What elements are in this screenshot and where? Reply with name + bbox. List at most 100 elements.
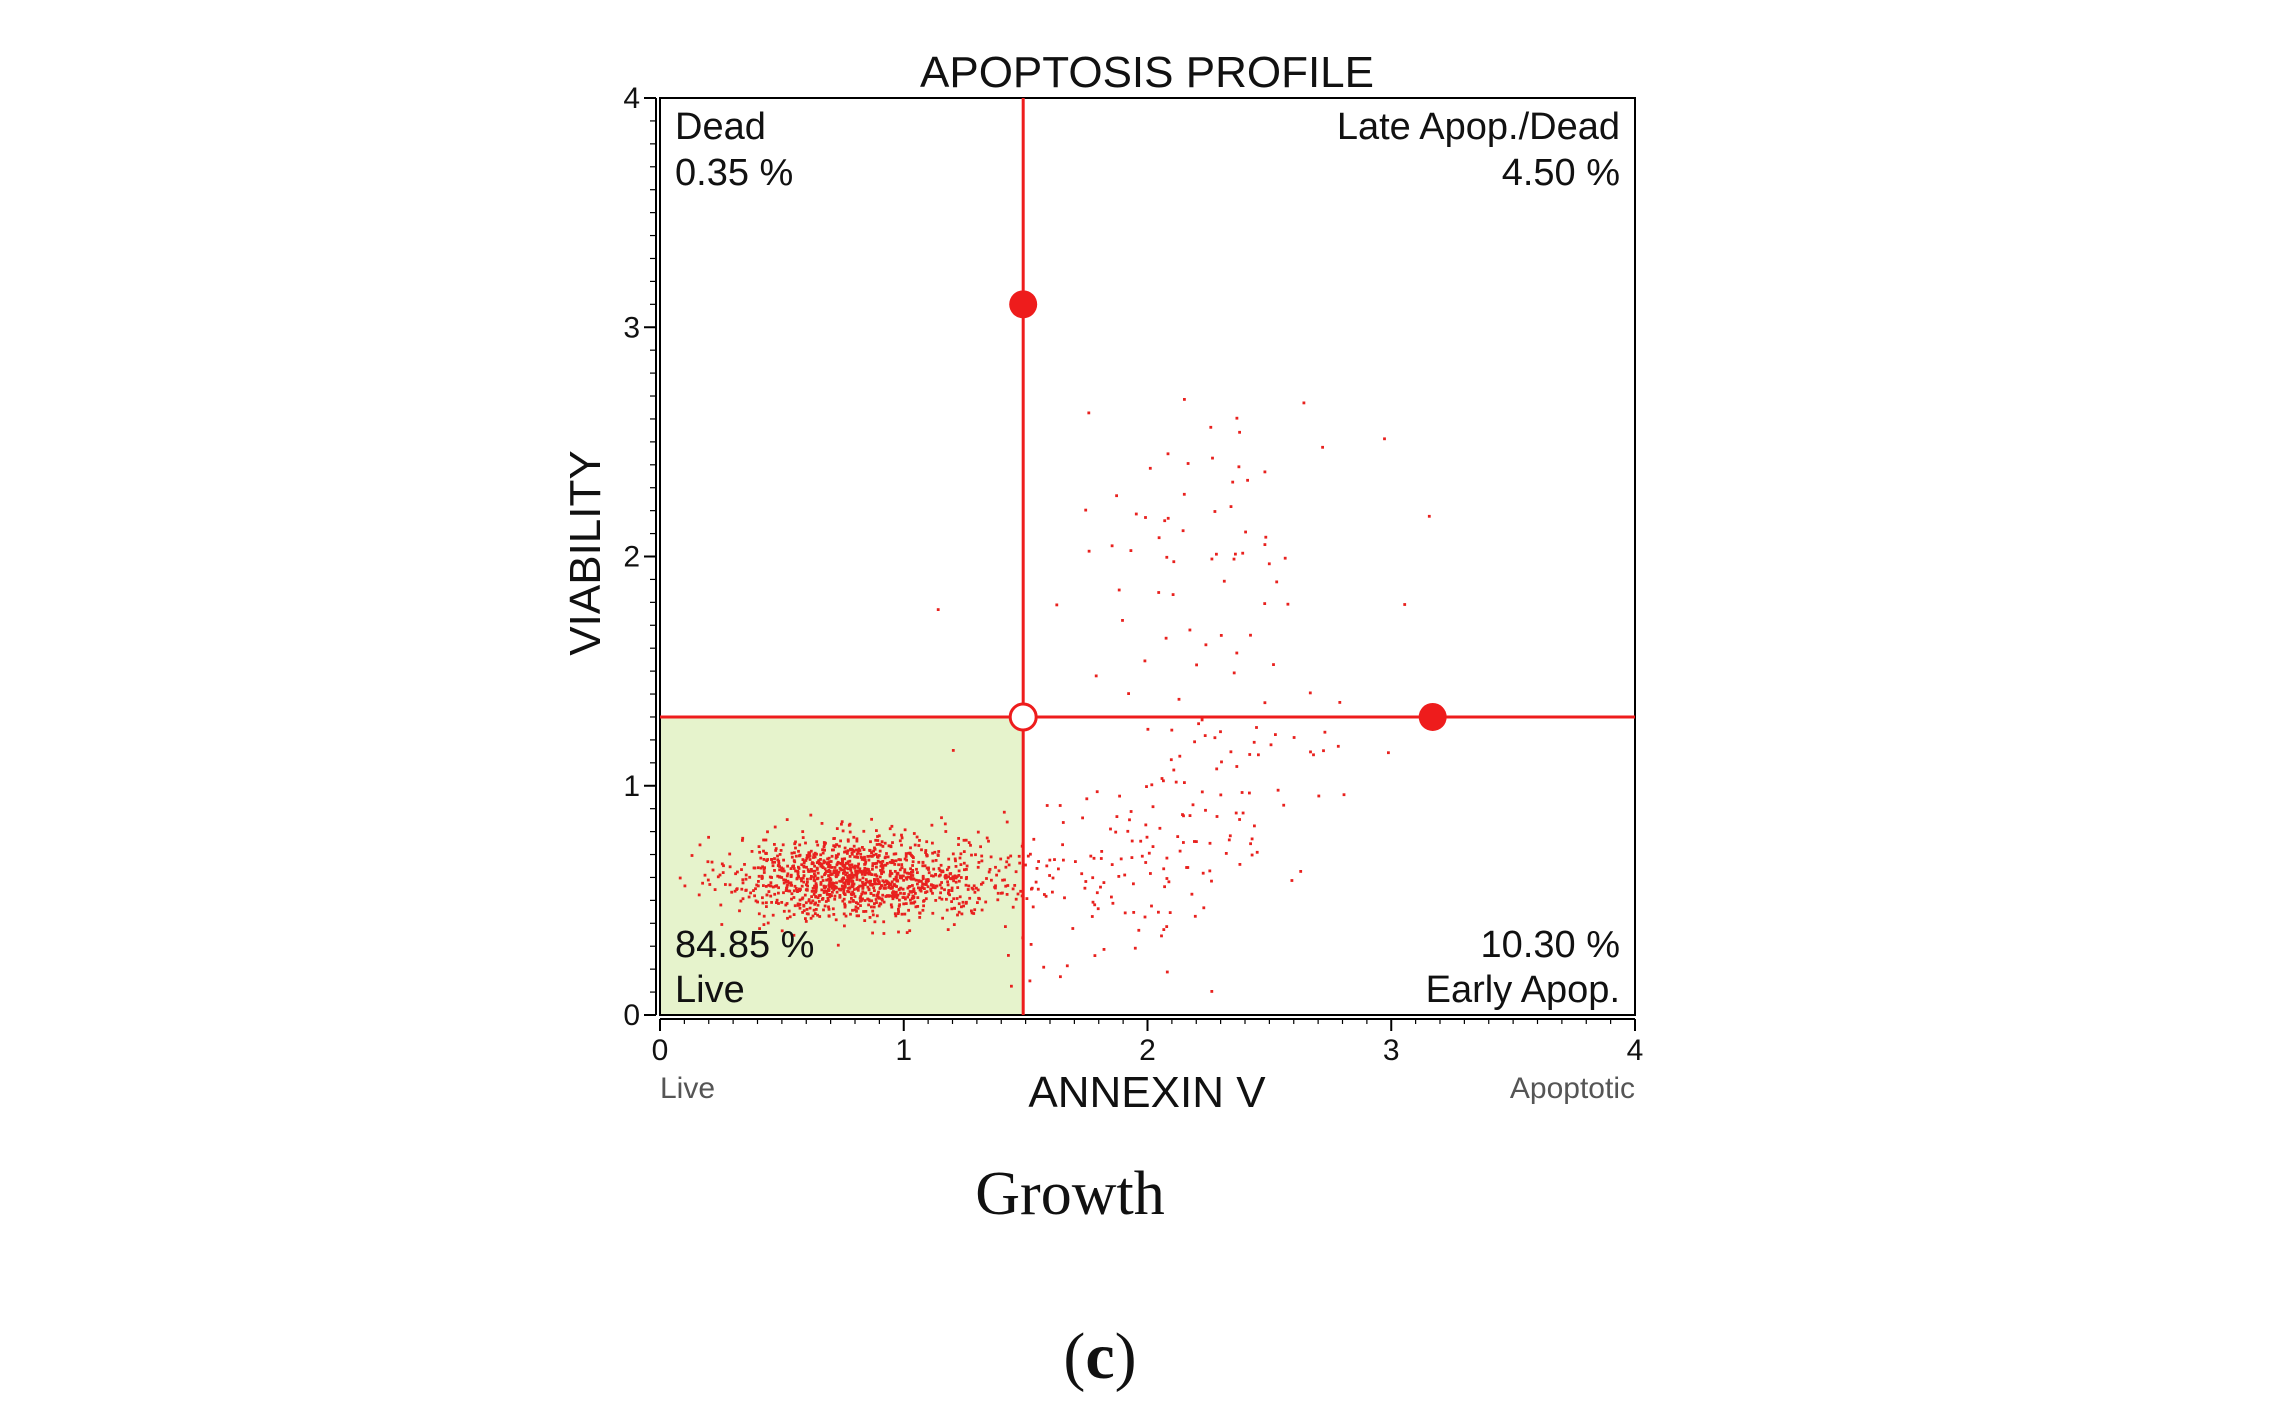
scatter-point — [827, 883, 831, 887]
scatter-point — [952, 897, 956, 901]
scatter-point — [952, 876, 956, 880]
scatter-point — [1241, 551, 1245, 555]
scatter-point — [914, 892, 917, 895]
scatter-point — [827, 889, 831, 892]
scatter-point — [706, 860, 710, 864]
scatter-point — [827, 905, 830, 909]
scatter-point — [728, 865, 732, 869]
scatter-point — [1269, 743, 1273, 747]
y-tick-label: 0 — [623, 999, 640, 1032]
scatter-point — [1267, 562, 1271, 566]
scatter-point — [860, 858, 864, 861]
scatter-point — [792, 867, 796, 870]
scatter-point — [851, 879, 855, 883]
scatter-point — [780, 876, 784, 879]
scatter-point — [741, 881, 745, 885]
scatter-point — [793, 884, 797, 888]
scatter-point — [848, 900, 851, 904]
scatter-point — [851, 890, 854, 894]
scatter-point — [954, 880, 958, 884]
scatter-point — [854, 848, 858, 852]
gate-horizontal-handle[interactable] — [1418, 702, 1447, 731]
scatter-point — [954, 859, 957, 863]
scatter-point — [964, 838, 968, 842]
scatter-point — [758, 927, 761, 930]
scatter-point — [828, 893, 832, 896]
scatter-point — [1165, 970, 1169, 974]
scatter-point — [838, 895, 842, 899]
scatter-point — [957, 879, 961, 883]
scatter-point — [785, 902, 789, 905]
scatter-point — [843, 846, 847, 850]
scatter-point — [1195, 840, 1198, 843]
scatter-point — [837, 852, 840, 856]
scatter-point — [770, 901, 773, 904]
scatter-point — [839, 839, 842, 843]
scatter-point — [981, 881, 985, 885]
scatter-point — [863, 891, 867, 895]
scatter-point — [905, 871, 909, 875]
scatter-point — [1117, 875, 1121, 878]
scatter-point — [1081, 816, 1084, 820]
scatter-point — [1009, 854, 1013, 858]
scatter-point — [914, 905, 918, 909]
scatter-point — [728, 883, 732, 887]
scatter-point — [1004, 925, 1007, 928]
scatter-point — [778, 875, 782, 879]
scatter-point — [894, 875, 898, 879]
scatter-point — [990, 878, 993, 882]
scatter-point — [814, 882, 818, 885]
scatter-point — [827, 914, 831, 918]
scatter-point — [819, 864, 823, 868]
gate-vertical-handle[interactable] — [1009, 290, 1038, 319]
scatter-point — [824, 870, 828, 873]
scatter-point — [1110, 863, 1114, 866]
scatter-point — [875, 893, 879, 897]
scatter-point — [1240, 791, 1244, 794]
scatter-point — [779, 849, 783, 852]
scatter-point — [965, 868, 968, 871]
scatter-point — [1110, 544, 1114, 548]
scatter-point — [812, 890, 816, 893]
scatter-point — [940, 881, 943, 884]
scatter-point — [835, 874, 839, 877]
scatter-point — [909, 875, 912, 879]
scatter-point — [1228, 834, 1232, 838]
scatter-point — [724, 883, 727, 886]
gate-center-handle[interactable] — [1008, 702, 1038, 732]
scatter-point — [785, 880, 788, 884]
y-axis-title: VIABILITY — [561, 450, 610, 655]
scatter-point — [902, 902, 906, 906]
scatter-point — [916, 882, 919, 886]
scatter-point — [789, 867, 793, 870]
scatter-point — [754, 887, 757, 891]
scatter-point — [912, 877, 916, 881]
scatter-point — [867, 872, 871, 876]
scatter-point — [967, 884, 971, 888]
scatter-point — [836, 943, 840, 947]
scatter-point — [1087, 411, 1091, 415]
scatter-point — [898, 898, 901, 902]
scatter-point — [903, 870, 907, 874]
scatter-point — [812, 878, 816, 882]
scatter-point — [850, 852, 854, 856]
scatter-point — [1051, 890, 1054, 894]
scatter-point — [919, 887, 923, 890]
scatter-point — [861, 846, 864, 849]
scatter-point — [821, 866, 825, 869]
scatter-point — [911, 870, 915, 874]
scatter-point — [919, 889, 923, 893]
scatter-point — [793, 851, 796, 855]
scatter-point — [1084, 880, 1088, 883]
scatter-point — [1099, 885, 1102, 889]
scatter-point — [872, 849, 875, 853]
scatter-point — [841, 899, 845, 903]
scatter-point — [790, 897, 793, 901]
scatter-point — [855, 901, 858, 904]
scatter-point — [791, 865, 794, 868]
scatter-point — [1065, 964, 1069, 968]
scatter-point — [952, 879, 955, 883]
scatter-point — [892, 877, 896, 881]
scatter-point — [846, 867, 850, 871]
scatter-point — [811, 862, 815, 865]
